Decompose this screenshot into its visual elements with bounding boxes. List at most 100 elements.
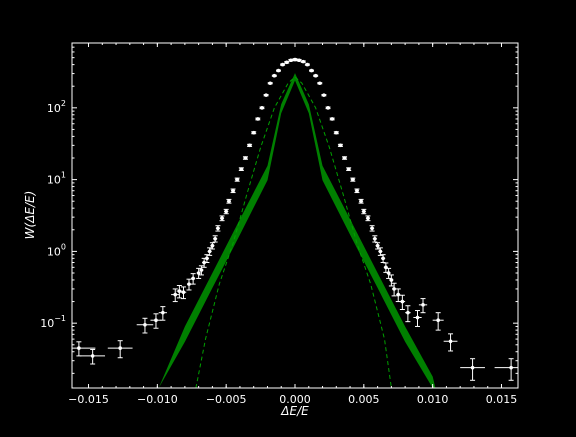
data-point: [186, 278, 192, 291]
data-marker: [301, 59, 306, 64]
data-marker: [247, 143, 252, 148]
data-marker: [346, 167, 351, 171]
data-point: [395, 288, 401, 303]
data-point: [388, 274, 394, 287]
data-marker: [239, 167, 244, 171]
data-point: [204, 254, 210, 264]
data-marker: [381, 256, 385, 261]
data-point: [150, 313, 162, 329]
y-tick-label: 10−1: [40, 314, 66, 330]
data-marker: [375, 243, 380, 248]
data-marker: [256, 117, 260, 121]
data-point: [209, 242, 215, 250]
data-marker: [202, 260, 206, 265]
data-point: [377, 247, 383, 256]
data-point: [242, 156, 248, 160]
data-point: [325, 106, 331, 110]
data-marker: [260, 106, 264, 110]
data-marker: [309, 68, 314, 73]
data-marker: [220, 216, 224, 220]
data-marker: [284, 60, 289, 65]
data-marker: [210, 243, 215, 248]
data-marker: [289, 58, 293, 63]
data-marker: [421, 303, 425, 307]
data-marker: [293, 57, 297, 62]
x-tick-label: −0.010: [137, 393, 178, 406]
data-point: [251, 130, 257, 135]
data-point: [413, 310, 422, 327]
data-marker: [378, 249, 383, 254]
data-marker: [396, 292, 401, 297]
x-tick-label: 0.015: [486, 393, 518, 406]
data-marker: [280, 62, 285, 67]
data-marker: [77, 346, 81, 350]
data-point: [369, 225, 375, 232]
x-tick-label: −0.005: [206, 393, 247, 406]
data-point: [317, 81, 323, 86]
x-tick-label: 0.000: [279, 393, 311, 406]
data-point: [255, 117, 261, 121]
data-marker: [213, 236, 217, 241]
data-marker: [305, 62, 310, 67]
data-point: [207, 247, 213, 256]
x-tick-label: 0.010: [417, 393, 449, 406]
data-marker: [342, 156, 347, 160]
x-tick-label: −0.015: [68, 393, 109, 406]
data-point: [284, 60, 290, 65]
data-marker: [448, 339, 453, 344]
data-marker: [386, 271, 391, 275]
data-marker: [216, 226, 220, 231]
x-axis-label: ΔE/E: [280, 404, 309, 418]
y-tick-label: 100: [47, 242, 66, 258]
data-marker: [326, 106, 330, 110]
data-point: [399, 294, 406, 311]
data-marker: [90, 354, 95, 358]
data-point: [337, 143, 343, 148]
y-axis: 10−1 100 101 102: [40, 42, 518, 374]
data-marker: [199, 268, 204, 272]
data-marker: [191, 276, 195, 281]
data-marker: [276, 68, 281, 73]
data-point: [280, 62, 286, 67]
data-marker: [415, 315, 420, 320]
data-marker: [231, 188, 235, 193]
data-marker: [243, 156, 248, 160]
data-marker: [118, 346, 122, 350]
data-marker: [297, 58, 301, 63]
data-point: [259, 106, 265, 110]
data-point: [460, 358, 485, 381]
data-point: [361, 208, 367, 215]
data-point: [418, 298, 428, 314]
y-axis-label: W(ΔE/E): [23, 191, 37, 240]
data-marker: [322, 93, 326, 97]
data-marker: [251, 130, 256, 135]
data-point: [333, 130, 339, 135]
data-marker: [373, 236, 377, 241]
data-point: [226, 198, 232, 204]
data-point: [267, 81, 273, 86]
data-point: [375, 242, 381, 250]
data-point: [313, 73, 319, 78]
data-marker: [392, 287, 396, 291]
data-marker: [224, 209, 228, 214]
data-marker: [207, 249, 212, 254]
data-marker: [436, 318, 440, 323]
data-point: [190, 273, 196, 285]
data-marker: [366, 216, 370, 220]
data-marker: [470, 365, 475, 370]
data-point: [247, 143, 253, 148]
data-point: [176, 284, 183, 299]
data-marker: [196, 271, 201, 275]
data-point: [238, 167, 244, 171]
data-point: [432, 312, 444, 331]
data-point: [230, 188, 236, 194]
data-marker: [406, 310, 410, 315]
data-marker: [143, 322, 147, 327]
data-point: [494, 358, 518, 381]
data-marker: [161, 310, 165, 315]
data-marker: [154, 318, 158, 323]
data-marker: [173, 292, 178, 297]
data-marker: [177, 289, 182, 293]
